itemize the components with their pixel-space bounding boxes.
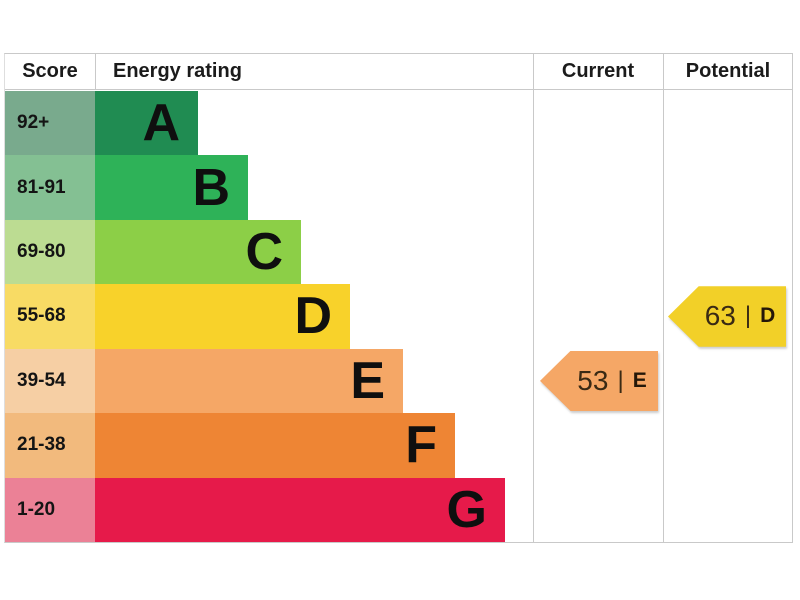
current-rating-arrow: 53 | E <box>540 350 658 412</box>
score-column-header: Score <box>22 60 78 82</box>
potential-rating-value: 63 <box>704 300 736 332</box>
energy-rating-column-header: Energy rating <box>113 60 242 82</box>
current-rating-value: 53 <box>577 364 609 396</box>
band-bar-d: D <box>95 284 350 349</box>
band-bar-a: A <box>95 91 198 156</box>
score-column-divider <box>95 54 96 90</box>
table-right-border <box>792 54 793 542</box>
potential-rating-separator: | <box>744 302 752 330</box>
current-rating-pointer: 53 | E <box>540 350 658 412</box>
band-bar-c: C <box>95 219 301 285</box>
band-bar-f: F <box>95 413 455 478</box>
table-header: Score Energy rating Current Potential <box>5 54 793 90</box>
band-rows: 92+ A 81-91 B 69-80 C 55-68 D 39-54 E 21… <box>5 91 533 542</box>
band-row-f: 21-38 F <box>5 413 533 478</box>
band-row-b: 81-91 B <box>5 155 533 220</box>
band-score-range: 92+ <box>5 91 95 156</box>
band-row-d: 55-68 D <box>5 284 533 349</box>
band-bar-b: B <box>95 155 248 220</box>
current-column-header: Current <box>561 60 635 82</box>
band-score-range: 39-54 <box>5 348 95 414</box>
band-score-range: 81-91 <box>5 155 95 220</box>
potential-rating-pointer: 63 | D <box>668 286 786 347</box>
band-row-e: 39-54 E <box>5 348 533 414</box>
band-row-a: 92+ A <box>5 91 533 156</box>
potential-column-divider <box>663 54 664 542</box>
epc-table: Score Energy rating Current Potential 92… <box>4 53 793 543</box>
band-score-range: 55-68 <box>5 284 95 349</box>
band-score-range: 21-38 <box>5 413 95 478</box>
potential-rating-arrow: 63 | D <box>668 286 786 347</box>
potential-rating-band: D <box>760 304 776 328</box>
current-column-divider <box>533 54 534 542</box>
band-bar-g: G <box>95 477 505 542</box>
band-score-range: 1-20 <box>5 477 95 542</box>
current-rating-band: E <box>632 368 647 392</box>
band-row-c: 69-80 C <box>5 219 533 285</box>
band-score-range: 69-80 <box>5 219 95 285</box>
band-row-g: 1-20 G <box>5 477 533 542</box>
potential-column-header: Potential <box>685 60 771 82</box>
band-bar-e: E <box>95 348 403 414</box>
current-rating-separator: | <box>617 366 624 394</box>
